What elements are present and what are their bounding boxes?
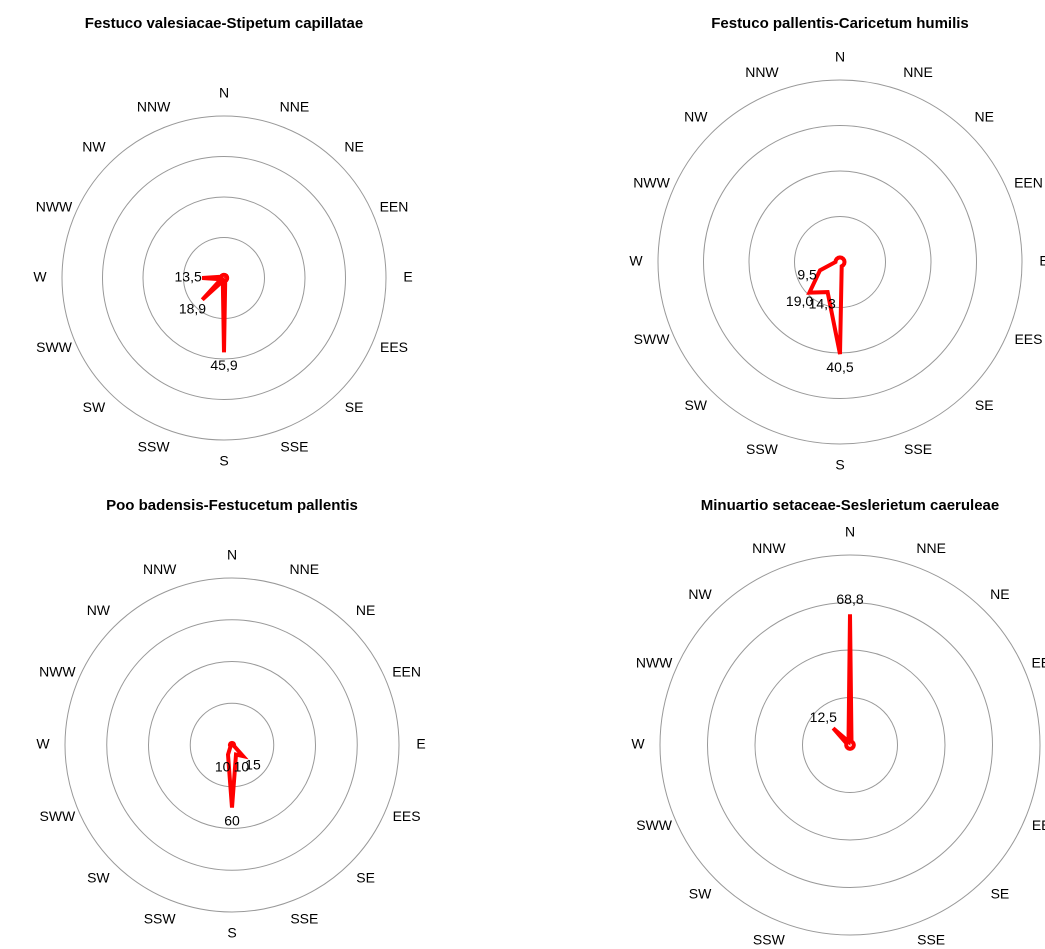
direction-label: NNW bbox=[752, 540, 786, 556]
grid-ring bbox=[703, 125, 977, 399]
direction-label: SSW bbox=[746, 441, 779, 457]
direction-label: EEN bbox=[392, 663, 421, 679]
value-label: 19,0 bbox=[786, 293, 813, 309]
direction-label: EES bbox=[380, 339, 408, 355]
direction-label: W bbox=[629, 253, 643, 269]
value-label: 10 bbox=[234, 758, 250, 774]
direction-label: NNW bbox=[745, 64, 779, 80]
value-label: 10 bbox=[215, 758, 231, 774]
value-label: 13,5 bbox=[175, 269, 202, 285]
direction-label: EEN bbox=[380, 198, 409, 214]
grid-ring bbox=[64, 577, 400, 913]
chart-title: Festuco valesiacae-Stipetum capillatae bbox=[84, 15, 364, 32]
data-line bbox=[225, 740, 249, 808]
direction-label: NNE bbox=[903, 64, 933, 80]
direction-label: NNE bbox=[280, 99, 310, 115]
direction-label: SW bbox=[684, 397, 707, 413]
value-label: 68,8 bbox=[836, 591, 863, 607]
value-label: 14,3 bbox=[809, 296, 836, 312]
direction-label: SSE bbox=[917, 932, 945, 948]
grid-ring bbox=[707, 602, 993, 888]
direction-label: S bbox=[219, 453, 228, 469]
grid-ring bbox=[659, 554, 1041, 936]
direction-label: NWW bbox=[633, 175, 670, 191]
grid-ring bbox=[657, 79, 1023, 445]
direction-label: SSE bbox=[904, 441, 932, 457]
direction-label: SSW bbox=[138, 439, 171, 455]
direction-label: S bbox=[845, 948, 854, 949]
direction-label: NWW bbox=[36, 198, 73, 214]
direction-label: S bbox=[835, 457, 844, 473]
data-line bbox=[831, 614, 856, 751]
direction-label: NNE bbox=[916, 540, 946, 556]
direction-label: SE bbox=[345, 399, 364, 415]
direction-label: SW bbox=[689, 886, 712, 902]
direction-label: NWW bbox=[636, 655, 673, 671]
chart-title: Minuartio setaceae-Seslerietum caeruleae bbox=[700, 497, 1000, 514]
direction-label: S bbox=[227, 925, 236, 941]
direction-label: SE bbox=[356, 869, 375, 885]
value-label: 60 bbox=[224, 812, 240, 828]
direction-label: SWW bbox=[36, 339, 73, 355]
chart-title: Festuco pallentis-Caricetum humilis bbox=[711, 15, 969, 32]
data-line bbox=[806, 255, 847, 355]
direction-label: NNW bbox=[137, 99, 171, 115]
direction-label: N bbox=[219, 85, 229, 101]
direction-label: NNE bbox=[290, 561, 320, 577]
grid-ring bbox=[102, 156, 346, 400]
direction-label: W bbox=[631, 736, 645, 752]
direction-label: SE bbox=[991, 886, 1010, 902]
value-label: 15 bbox=[245, 757, 261, 773]
direction-label: E bbox=[403, 269, 412, 285]
direction-label: SSW bbox=[144, 910, 177, 926]
direction-label: EES bbox=[1032, 817, 1045, 833]
direction-label: SSW bbox=[753, 932, 786, 948]
direction-label: NW bbox=[87, 602, 111, 618]
direction-label: SW bbox=[87, 869, 110, 885]
direction-label: E bbox=[1039, 253, 1045, 269]
value-label: 12,5 bbox=[810, 709, 837, 725]
direction-label: SWW bbox=[40, 808, 77, 824]
value-label: 9,5 bbox=[797, 266, 817, 282]
direction-label: SE bbox=[975, 397, 994, 413]
chart-title: Poo badensis-Festucetum pallentis bbox=[106, 497, 358, 514]
direction-label: EES bbox=[393, 808, 421, 824]
direction-label: SW bbox=[83, 399, 106, 415]
direction-label: W bbox=[36, 736, 50, 752]
direction-label: SWW bbox=[634, 331, 671, 347]
direction-label: N bbox=[845, 524, 855, 540]
direction-label: EEN bbox=[1031, 655, 1045, 671]
direction-label: SSE bbox=[290, 910, 318, 926]
direction-label: SSE bbox=[280, 439, 308, 455]
direction-label: NE bbox=[990, 586, 1009, 602]
direction-label: W bbox=[33, 269, 47, 285]
direction-label: NE bbox=[344, 139, 363, 155]
direction-label: NW bbox=[684, 108, 708, 124]
value-label: 18,9 bbox=[179, 300, 206, 316]
grid-ring bbox=[106, 619, 358, 871]
direction-label: EEN bbox=[1014, 175, 1043, 191]
grid-ring bbox=[61, 115, 387, 441]
value-label: 45,9 bbox=[210, 357, 237, 373]
direction-label: NE bbox=[356, 602, 375, 618]
data-line bbox=[200, 272, 230, 353]
direction-label: NNW bbox=[143, 561, 177, 577]
direction-label: EES bbox=[1014, 331, 1042, 347]
direction-label: NE bbox=[975, 108, 994, 124]
direction-label: NW bbox=[688, 586, 712, 602]
direction-label: SWW bbox=[636, 817, 673, 833]
direction-label: N bbox=[835, 49, 845, 65]
direction-label: NW bbox=[82, 139, 106, 155]
direction-label: E bbox=[416, 736, 425, 752]
value-label: 40,5 bbox=[826, 359, 853, 375]
grid-ring bbox=[148, 661, 316, 829]
grid-ring bbox=[189, 702, 275, 788]
grid-ring bbox=[142, 196, 306, 360]
direction-label: NWW bbox=[39, 663, 76, 679]
direction-label: N bbox=[227, 547, 237, 563]
